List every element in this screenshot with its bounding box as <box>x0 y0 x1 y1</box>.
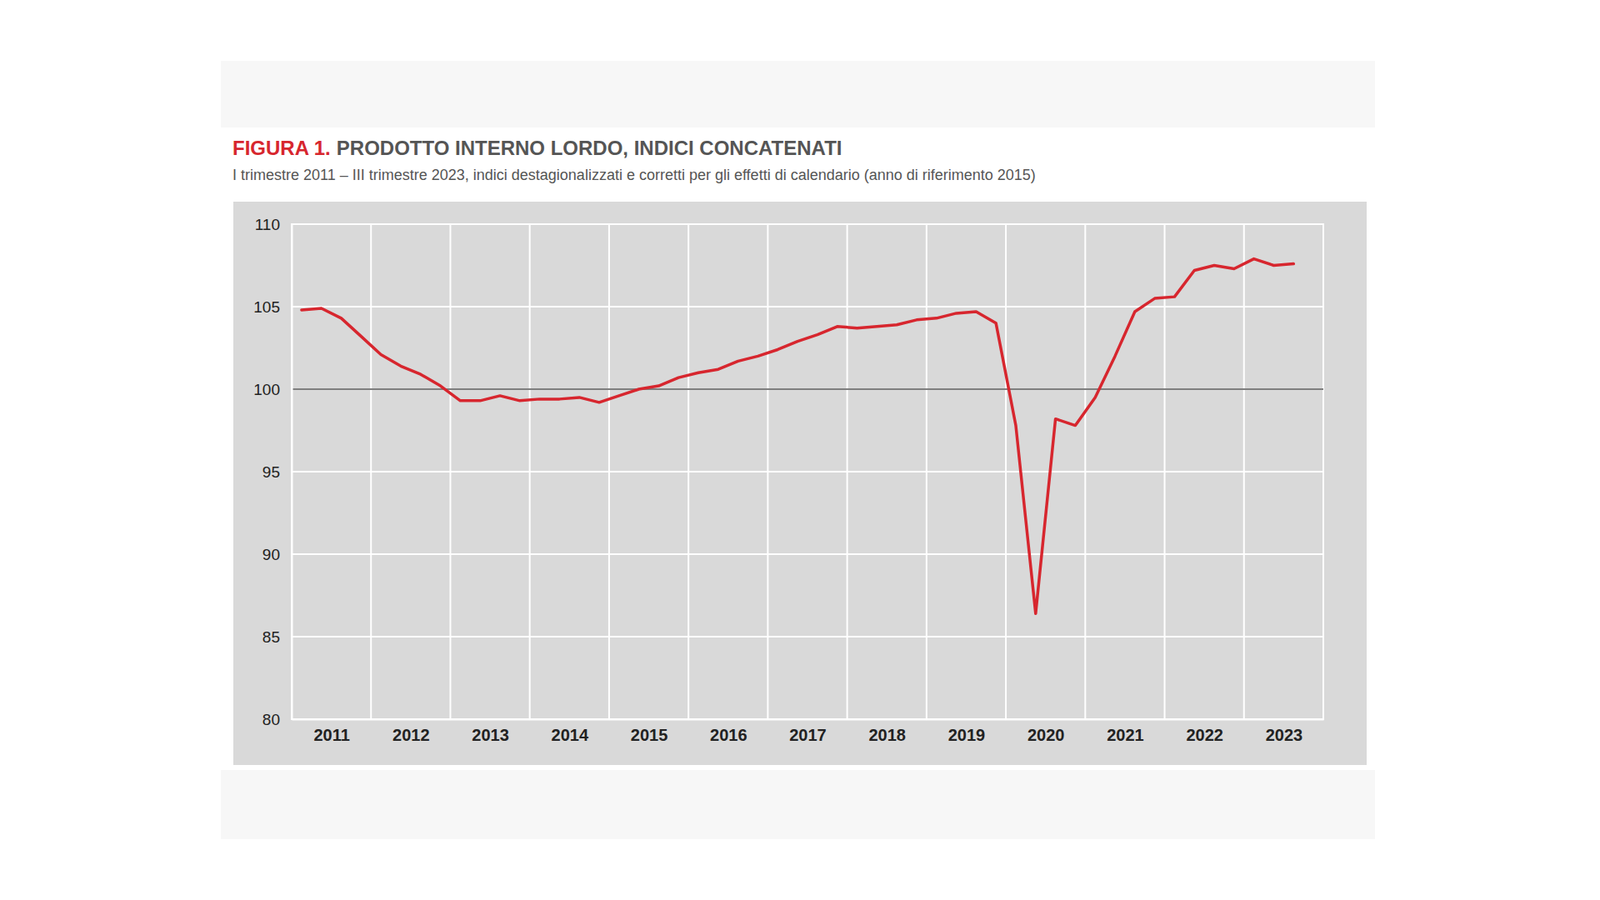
x-tick-label: 2015 <box>630 725 669 745</box>
y-tick: 105 <box>253 298 292 316</box>
x-tick-label: 2012 <box>392 725 430 745</box>
y-tick: 110 <box>255 215 292 234</box>
x-tick-label: 2019 <box>948 725 986 745</box>
x-tick: 2022 <box>1185 719 1224 745</box>
y-tick-label: 90 <box>262 545 280 564</box>
x-tick-label: 2022 <box>1185 725 1224 745</box>
y-tick: 100 <box>253 380 292 399</box>
y-tick-label: 100 <box>253 380 280 399</box>
y-tick: 80 <box>262 710 292 729</box>
title-text: PRODOTTO INTERNO LORDO, INDICI CONCATENA… <box>336 136 843 160</box>
x-tick-label: 2017 <box>789 725 827 745</box>
x-tick-label: 2011 <box>313 725 350 745</box>
x-tick-label: 2013 <box>471 725 510 745</box>
chart: FIGURA 1.PRODOTTO INTERNO LORDO, INDICI … <box>0 0 1600 900</box>
x-grid-line <box>846 224 849 720</box>
chart-background <box>233 201 1367 765</box>
x-grid-line <box>608 224 610 720</box>
y-tick-label: 80 <box>262 710 280 729</box>
title: FIGURA 1.PRODOTTO INTERNO LORDO, INDICI … <box>232 136 842 160</box>
y-grid-line <box>291 470 1324 473</box>
x-axis-line <box>292 719 1325 721</box>
x-tick: 2015 <box>630 719 669 745</box>
x-grid-line <box>529 224 531 720</box>
x-tick: 2018 <box>868 719 906 745</box>
y-tick-label: 85 <box>262 628 280 646</box>
x-tick: 2011 <box>313 719 350 745</box>
x-tick: 2013 <box>471 719 510 745</box>
y-tick: 95 <box>262 463 292 481</box>
x-tick-label: 2016 <box>710 725 748 745</box>
x-grid-line <box>687 224 690 720</box>
x-tick: 2014 <box>551 719 590 745</box>
bottom-band <box>220 770 1375 840</box>
y-tick: 85 <box>262 628 292 646</box>
y-axis: 80 85 90 95 100 105 110 <box>253 215 292 729</box>
y-axis-line <box>291 225 294 720</box>
x-grid-line <box>925 224 928 720</box>
y-tick-label: 95 <box>262 463 280 481</box>
y-tick-label: 110 <box>255 215 280 234</box>
grid <box>291 224 1324 720</box>
gdp-line <box>301 259 1294 615</box>
x-grid-line <box>449 224 451 720</box>
subtitle: I trimestre 2011 – III trimestre 2023, i… <box>232 166 1036 184</box>
y-tick-label: 105 <box>253 298 280 316</box>
figure-label: FIGURA 1. <box>232 136 331 160</box>
x-grid-line <box>1005 224 1007 720</box>
x-grid-line <box>370 224 372 720</box>
x-grid-line <box>1084 224 1086 720</box>
y-grid-line <box>291 553 1324 555</box>
x-tick: 2016 <box>710 719 748 745</box>
x-tick-label: 2021 <box>1106 725 1145 745</box>
x-tick: 2012 <box>392 719 430 745</box>
x-tick: 2017 <box>789 719 827 745</box>
x-tick: 2021 <box>1106 719 1145 745</box>
plot-frame <box>291 224 1324 720</box>
x-tick-label: 2014 <box>551 725 590 745</box>
x-tick: 2023 <box>1265 719 1304 745</box>
x-tick-label: 2023 <box>1265 725 1304 745</box>
x-axis: 2011 2012 2013 2014 2015 2016 2017 2018 2019 2020… <box>292 719 1325 745</box>
top-band <box>220 60 1375 128</box>
x-tick-label: 2018 <box>868 725 906 745</box>
y-grid-line <box>291 635 1324 638</box>
x-grid-line <box>1243 224 1245 720</box>
y-tick: 90 <box>262 545 292 564</box>
x-tick: 2019 <box>948 719 986 745</box>
y-grid-line <box>291 305 1324 308</box>
x-tick-label: 2020 <box>1027 725 1065 745</box>
marks <box>301 259 1294 615</box>
x-grid-line <box>766 224 769 720</box>
x-tick: 2020 <box>1027 719 1065 745</box>
